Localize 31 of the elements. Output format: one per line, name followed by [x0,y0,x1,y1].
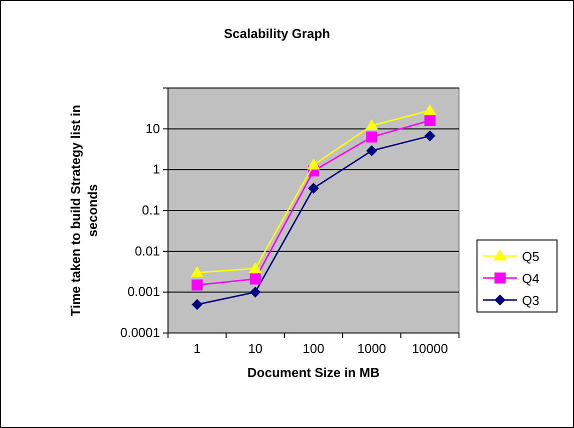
point [307,158,320,170]
point [190,266,204,278]
point [248,262,262,273]
chart-title: Scalability Graph [224,26,330,41]
y-axis-title: Time taken to build Strategy list in seconds [68,104,100,316]
point [192,298,203,310]
x-axis-title: Document Size in MB [247,365,380,380]
x-tick-label: 10000 [412,341,448,356]
y-tick-label: 10 [146,120,160,136]
point [365,119,378,130]
point [424,130,436,142]
point [308,182,319,194]
point [366,132,378,143]
point [250,274,261,285]
x-tick-label: 1 [193,341,201,356]
point [250,286,261,298]
legend-label: Q3 [522,293,540,308]
legend-label: Q4 [522,271,540,286]
point [424,115,436,126]
y-tick-label: 0.01 [134,243,160,258]
y-tick-label: 0.0001 [120,325,160,340]
x-tick-label: 100 [302,341,324,356]
point [423,104,436,116]
x-tick-label: 10 [248,341,263,356]
y-tick-label: 0.1 [142,202,160,218]
point [192,279,203,290]
y-tick-label: 0.001 [127,284,160,300]
legend-label: Q5 [522,249,540,264]
point [366,145,378,156]
x-tick-label: 1000 [357,341,386,356]
y-tick-label: 1 [152,162,160,177]
